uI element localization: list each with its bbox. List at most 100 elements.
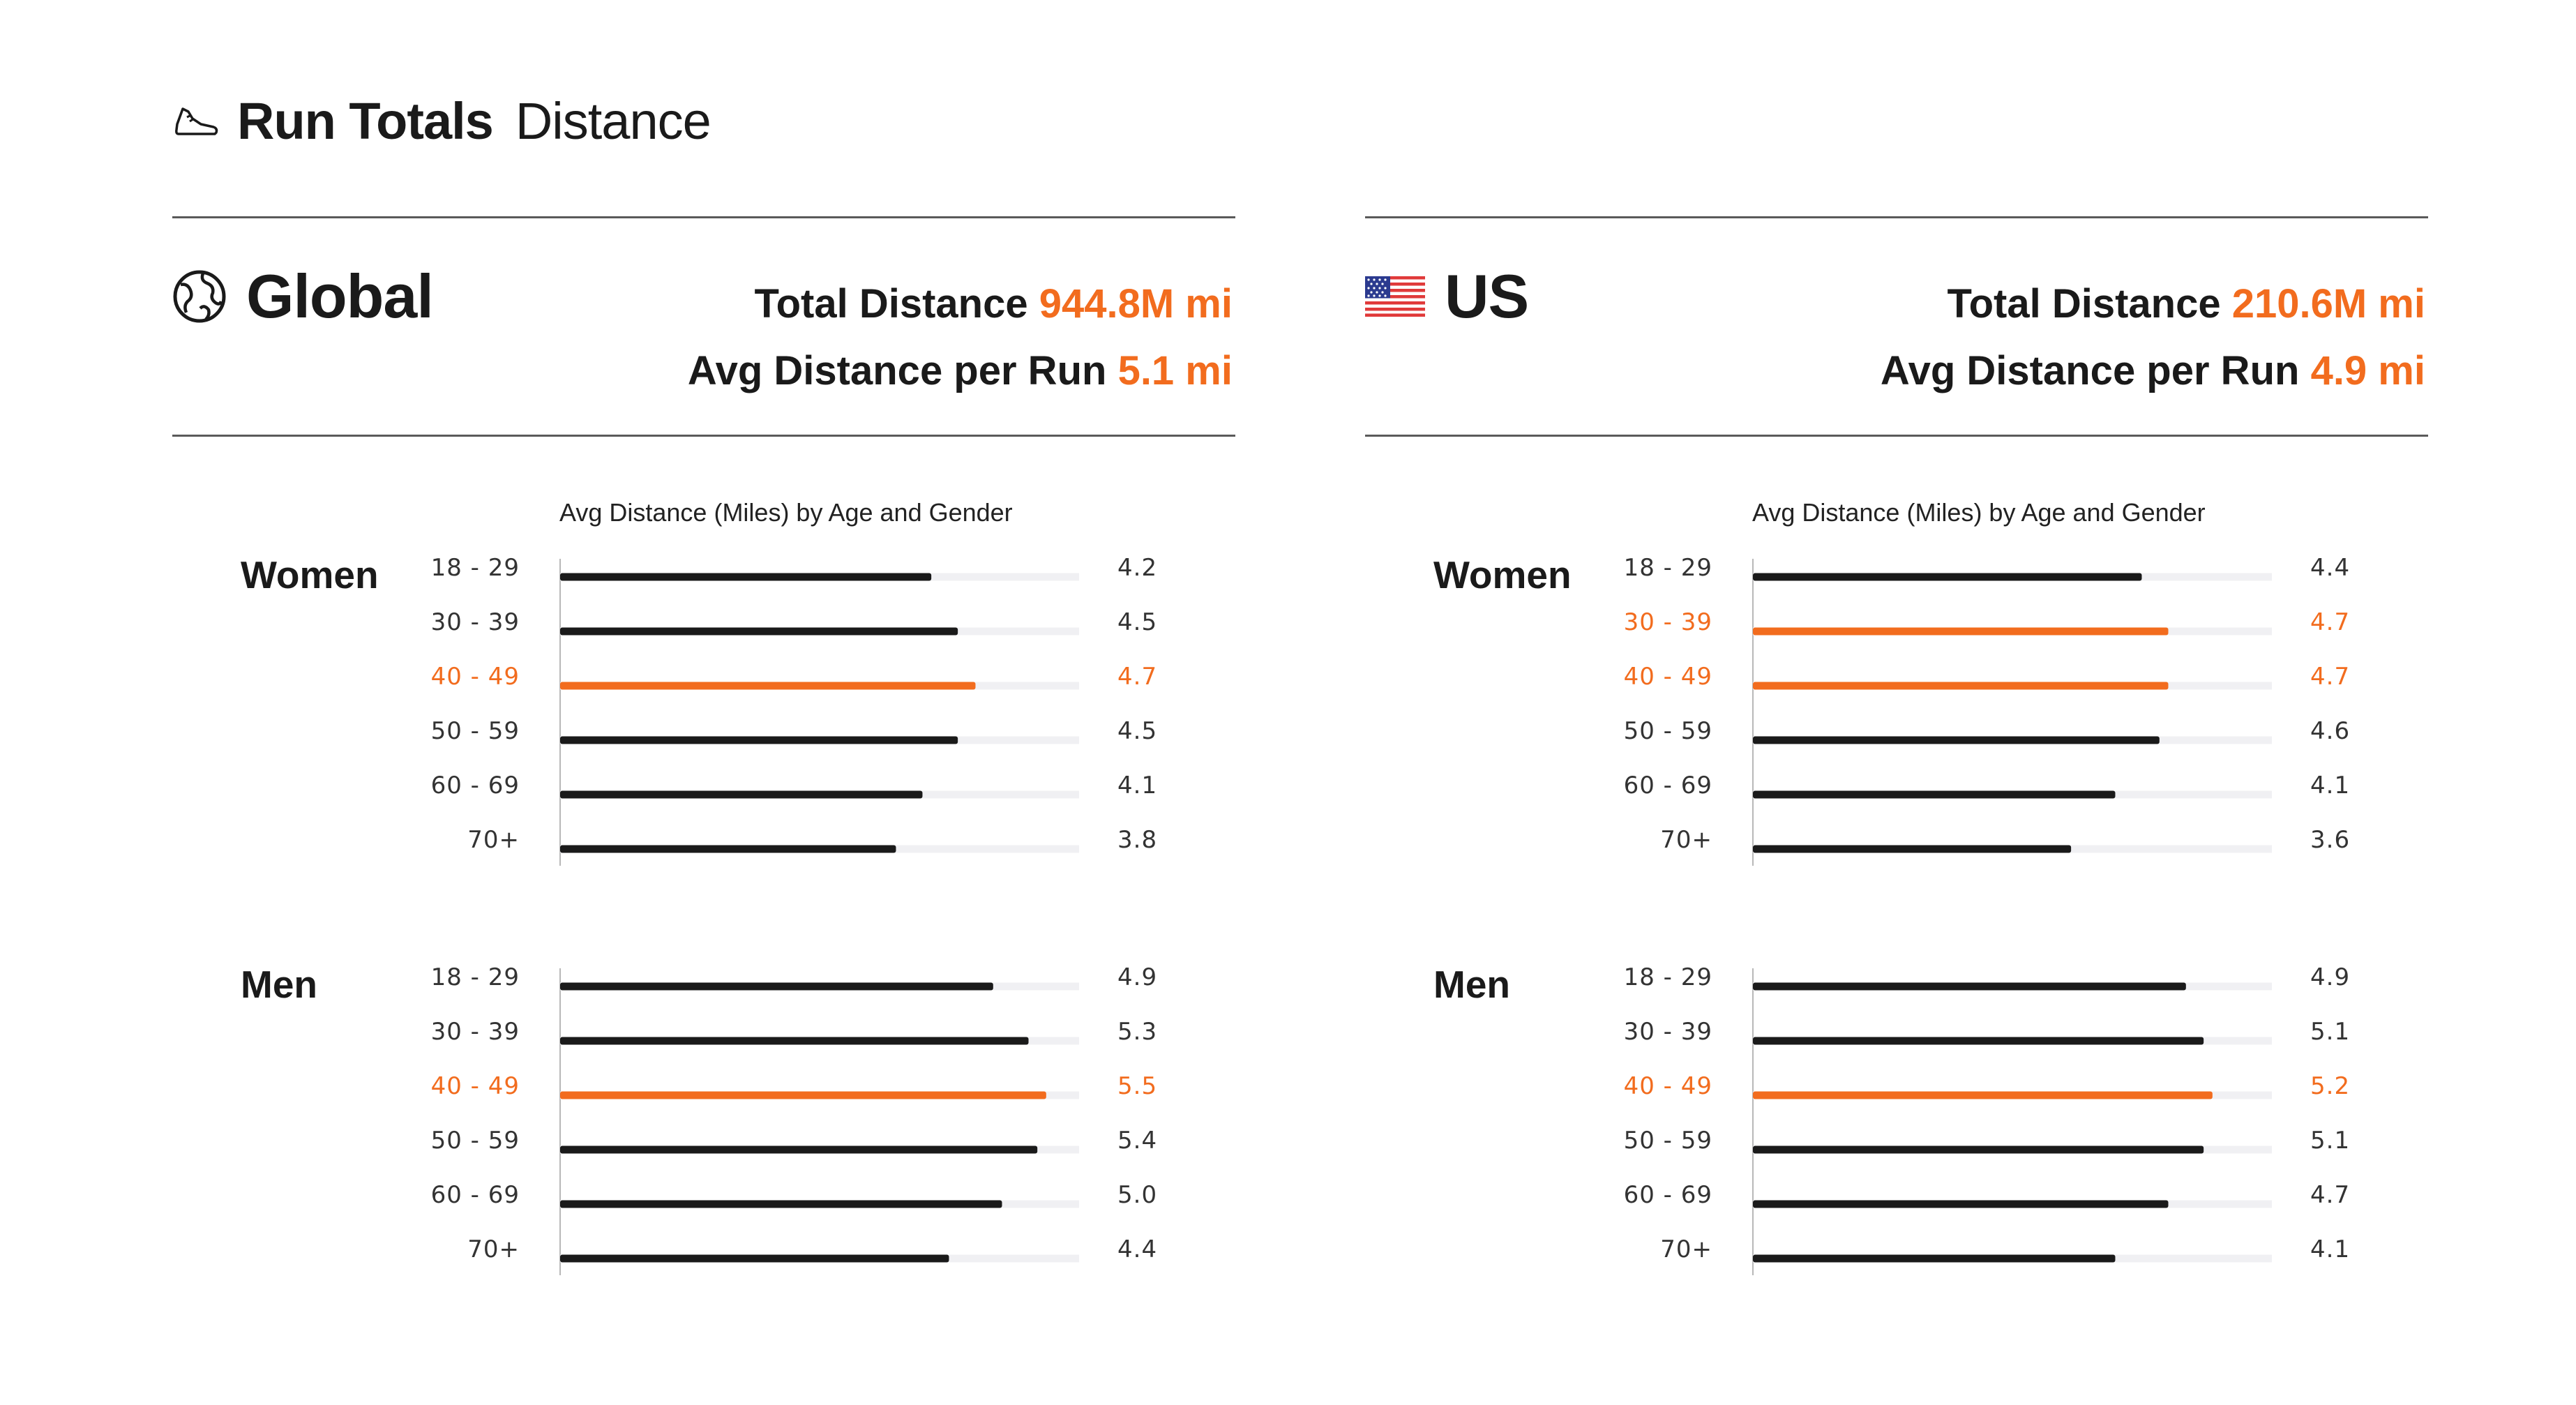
value-label: 4.6	[2310, 717, 2350, 745]
age-label: 50 - 59	[1624, 1127, 1712, 1155]
bar	[560, 790, 923, 799]
avg-distance-value: 5.1 mi	[1117, 348, 1233, 393]
value-label: 4.7	[1117, 663, 1157, 691]
bar	[560, 1091, 1046, 1099]
value-label: 4.4	[2310, 554, 2350, 582]
value-label: 4.9	[2310, 963, 2350, 991]
total-distance-value: 210.6M mi	[2231, 281, 2425, 326]
value-label: 4.1	[1117, 772, 1157, 799]
page-subtitle: Distance	[515, 91, 711, 150]
value-label: 5.1	[2310, 1018, 2350, 1046]
bar	[560, 1254, 949, 1263]
chart-title: Avg Distance (Miles) by Age and Gender	[559, 498, 1013, 527]
bar	[1753, 1037, 2204, 1045]
total-distance-label: Total Distance	[1947, 281, 2221, 326]
value-label: 5.4	[1117, 1127, 1157, 1155]
bar	[560, 845, 896, 853]
bar	[1753, 627, 2169, 636]
age-label: 30 - 39	[431, 608, 520, 636]
region-name: US	[1445, 262, 1529, 331]
age-label: 70+	[1660, 826, 1712, 854]
total-distance-value: 944.8M mi	[1039, 281, 1233, 326]
bar	[1753, 1145, 2204, 1154]
avg-distance-value: 4.9 mi	[2310, 348, 2425, 393]
age-label: 18 - 29	[431, 963, 520, 991]
value-label: 3.8	[1117, 826, 1157, 854]
age-label: 30 - 39	[431, 1018, 520, 1046]
us-flag-icon	[1365, 276, 1425, 317]
age-label: 50 - 59	[1624, 717, 1712, 745]
value-label: 3.6	[2310, 826, 2350, 854]
bar	[1753, 1091, 2213, 1099]
age-label: 40 - 49	[1624, 663, 1712, 691]
divider	[172, 435, 1235, 437]
age-label: 50 - 59	[431, 1127, 520, 1155]
bar	[1753, 736, 2160, 744]
avg-distance-label: Avg Distance per Run	[1880, 348, 2300, 393]
age-label: 60 - 69	[431, 772, 520, 799]
age-label: 18 - 29	[431, 554, 520, 582]
age-label: 40 - 49	[431, 663, 520, 691]
bar	[1753, 790, 2116, 799]
globe-icon	[173, 270, 226, 323]
bar-chart: Women 18 - 29 4.4 30 - 39 4.7 40 - 49 4.7 50 - …	[1433, 553, 2350, 1275]
gender-label: Women	[1433, 553, 1572, 596]
bar	[560, 982, 993, 991]
region-title: Global	[172, 262, 434, 331]
value-label: 4.4	[1117, 1235, 1157, 1263]
value-label: 5.3	[1117, 1018, 1157, 1046]
age-label: 60 - 69	[1624, 1181, 1712, 1209]
total-distance: Total Distance 944.8M mi	[688, 271, 1233, 338]
total-distance: Total Distance 210.6M mi	[1881, 271, 2425, 338]
bar	[1753, 1254, 2116, 1263]
bar	[560, 1145, 1038, 1154]
age-label: 40 - 49	[1624, 1072, 1712, 1100]
page-title: Run Totals	[237, 91, 494, 150]
region-name: Global	[246, 262, 434, 331]
divider	[1365, 216, 2428, 218]
bar	[1753, 845, 2072, 853]
divider	[172, 216, 1235, 218]
shoe-icon	[175, 107, 218, 135]
value-label: 4.2	[1117, 554, 1157, 582]
value-label: 5.1	[2310, 1127, 2350, 1155]
stats-block: Total Distance 944.8M mi Avg Distance pe…	[688, 271, 1233, 405]
value-label: 5.5	[1117, 1072, 1157, 1100]
age-label: 60 - 69	[1624, 772, 1712, 799]
divider	[1365, 435, 2428, 437]
age-label: 30 - 39	[1624, 1018, 1712, 1046]
bar	[560, 573, 932, 581]
region-title: US	[1365, 262, 1529, 331]
bar	[560, 1037, 1029, 1045]
bar	[1753, 1200, 2169, 1208]
age-label: 60 - 69	[431, 1181, 520, 1209]
stats-block: Total Distance 210.6M mi Avg Distance pe…	[1881, 271, 2425, 405]
age-label: 18 - 29	[1624, 554, 1712, 582]
avg-distance-label: Avg Distance per Run	[687, 348, 1107, 393]
age-label: 30 - 39	[1624, 608, 1712, 636]
value-label: 4.1	[2310, 772, 2350, 799]
bar-chart: Women 18 - 29 4.2 30 - 39 4.5 40 - 49 4.7 50 - …	[241, 553, 1157, 1275]
bar	[560, 736, 958, 744]
global-panel: Global Total Distance 944.8M mi Avg Dist…	[172, 216, 1235, 1305]
age-label: 40 - 49	[431, 1072, 520, 1100]
value-label: 4.7	[2310, 1181, 2350, 1209]
bar	[1753, 573, 2142, 581]
value-label: 4.5	[1117, 608, 1157, 636]
value-label: 4.5	[1117, 717, 1157, 745]
age-label: 70+	[467, 1235, 520, 1263]
value-label: 4.1	[2310, 1235, 2350, 1263]
value-label: 4.7	[2310, 608, 2350, 636]
avg-distance: Avg Distance per Run 4.9 mi	[1881, 338, 2425, 405]
us-panel: US Total Distance 210.6M mi Avg Distance…	[1365, 216, 2428, 1305]
total-distance-label: Total Distance	[754, 281, 1028, 326]
gender-label: Women	[241, 553, 379, 596]
value-label: 4.9	[1117, 963, 1157, 991]
value-label: 5.0	[1117, 1181, 1157, 1209]
page-header: Run Totals Distance	[173, 89, 711, 152]
chart-title: Avg Distance (Miles) by Age and Gender	[1752, 498, 2206, 527]
avg-distance: Avg Distance per Run 5.1 mi	[688, 338, 1233, 405]
bar	[560, 627, 958, 636]
value-label: 4.7	[2310, 663, 2350, 691]
bar	[560, 1200, 1002, 1208]
